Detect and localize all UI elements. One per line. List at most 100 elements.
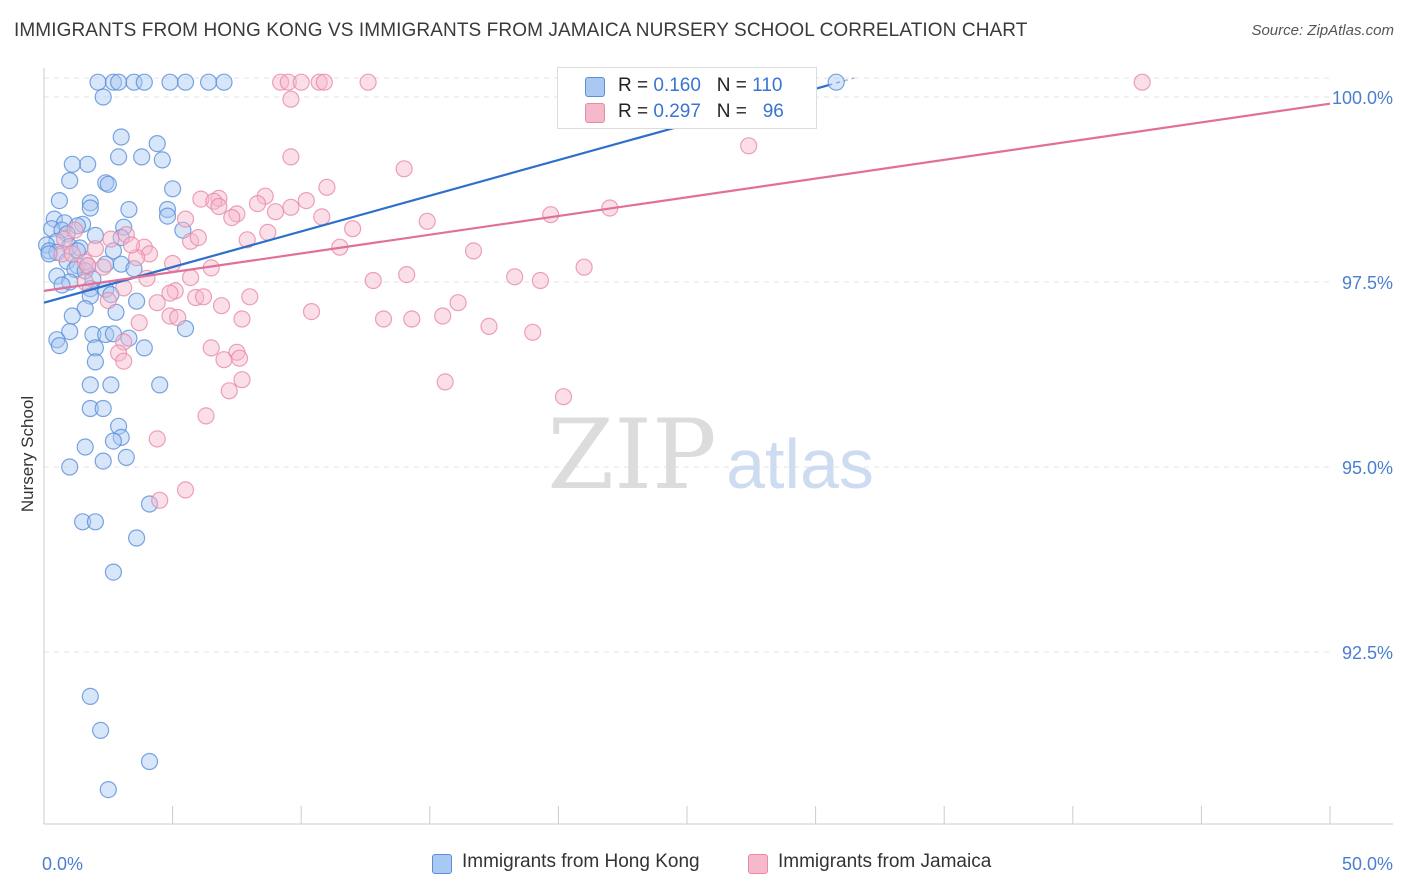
point-hong-kong — [117, 448, 135, 466]
axes — [43, 68, 1393, 825]
point-hong-kong — [81, 687, 99, 706]
legend-jm-r-value: 0.297 — [653, 101, 701, 122]
point-hong-kong — [63, 155, 81, 173]
point-hong-kong — [148, 135, 166, 153]
point-hong-kong — [86, 339, 105, 357]
point-jamaica — [122, 236, 140, 254]
watermark-zip: ZIP — [547, 399, 716, 511]
point-jamaica — [140, 245, 159, 263]
point-jamaica — [248, 195, 267, 213]
legend-hk-n-label: N = — [716, 75, 747, 96]
bottom-legend-swatch-hk — [432, 854, 452, 874]
point-hong-kong — [81, 199, 99, 217]
point-hong-kong — [140, 495, 159, 513]
point-hong-kong — [63, 307, 81, 325]
correlation-legend: R = 0.160 N = 110 R = 0.297 N = 96 — [557, 67, 817, 129]
point-jamaica — [318, 178, 336, 196]
point-hong-kong — [84, 325, 102, 344]
point-jamaica — [192, 190, 210, 208]
tick-labels: 100.0% 97.5% 95.0% 92.5% 0.0% 50.0% — [42, 88, 1393, 874]
point-jamaica — [434, 307, 452, 325]
point-jamaica — [115, 333, 133, 351]
point-jamaica — [403, 310, 421, 328]
point-hong-kong — [104, 432, 123, 450]
point-jamaica — [63, 245, 81, 263]
x-tick-label-right: 50.0% — [1342, 854, 1393, 874]
point-hong-kong — [99, 175, 117, 193]
point-hong-kong — [112, 255, 130, 273]
legend-swatch-jm — [585, 103, 605, 123]
point-hong-kong — [153, 151, 171, 169]
point-hong-kong — [158, 200, 177, 219]
source-label: Source: ZipAtlas.com — [1251, 22, 1394, 39]
bottom-legend-swatch-jm — [748, 854, 768, 874]
point-jamaica — [86, 240, 105, 258]
point-jamaica — [215, 351, 233, 369]
point-hong-kong — [53, 276, 71, 294]
point-hong-kong — [86, 353, 105, 371]
legend-jm-r-label: R = — [618, 101, 649, 122]
point-jamaica — [79, 257, 97, 275]
point-hong-kong — [61, 172, 79, 190]
point-jamaica — [94, 258, 112, 276]
legend-swatch-hk — [585, 77, 605, 97]
point-jamaica — [189, 229, 207, 247]
point-jamaica — [374, 310, 393, 328]
point-hong-kong — [104, 563, 123, 581]
point-hong-kong — [81, 376, 99, 394]
point-hong-kong — [94, 399, 112, 418]
point-jamaica — [161, 284, 179, 302]
point-jamaica — [115, 352, 133, 370]
point-jamaica — [182, 269, 200, 287]
point-jamaica — [148, 430, 166, 448]
point-jamaica — [151, 491, 169, 509]
point-jamaica — [130, 314, 148, 332]
point-jamaica — [233, 371, 251, 389]
legend-row-jm: R = 0.297 N = 96 — [618, 101, 784, 123]
bottom-legend-jm: Immigrants from Jamaica — [778, 851, 992, 872]
point-jamaica — [359, 73, 377, 91]
point-hong-kong — [73, 513, 92, 531]
chart-title: IMMIGRANTS FROM HONG KONG VS IMMIGRANTS … — [14, 20, 1028, 41]
point-hong-kong — [176, 73, 195, 91]
point-hong-kong — [151, 376, 169, 394]
point-hong-kong — [76, 438, 94, 456]
point-hong-kong — [164, 180, 182, 198]
point-hong-kong — [50, 192, 69, 210]
point-hong-kong — [135, 339, 153, 357]
point-jamaica — [148, 294, 166, 312]
point-jamaica — [506, 268, 524, 286]
legend-hk-n-value: 110 — [752, 75, 783, 96]
point-hong-kong — [61, 458, 79, 476]
point-jamaica — [542, 206, 560, 224]
point-hong-kong — [158, 207, 177, 225]
point-jamaica — [220, 382, 238, 400]
point-hong-kong — [140, 752, 159, 771]
point-jamaica — [194, 288, 213, 306]
point-jamaica — [117, 226, 135, 244]
x-tick-label-left: 0.0% — [42, 854, 83, 874]
point-jamaica — [279, 73, 297, 91]
point-jamaica — [102, 230, 120, 248]
point-hong-kong — [50, 337, 69, 355]
point-jamaica — [554, 388, 573, 406]
point-jamaica — [169, 308, 187, 327]
point-jamaica — [212, 297, 231, 315]
point-hong-kong — [128, 529, 146, 547]
point-hong-kong — [99, 780, 117, 799]
point-hong-kong — [133, 148, 151, 166]
point-hong-kong — [109, 73, 128, 91]
point-jamaica — [310, 73, 328, 91]
series-jamaica — [53, 73, 1151, 509]
point-jamaica — [66, 221, 84, 239]
point-jamaica — [418, 212, 436, 230]
point-hong-kong — [91, 721, 110, 740]
point-hong-kong — [120, 200, 138, 219]
y-axis-label: Nursery School — [18, 395, 37, 513]
y-tick-label: 95.0% — [1342, 458, 1393, 478]
point-hong-kong — [128, 292, 146, 310]
point-jamaica — [266, 203, 285, 221]
point-jamaica — [297, 192, 315, 210]
point-jamaica — [233, 310, 251, 328]
